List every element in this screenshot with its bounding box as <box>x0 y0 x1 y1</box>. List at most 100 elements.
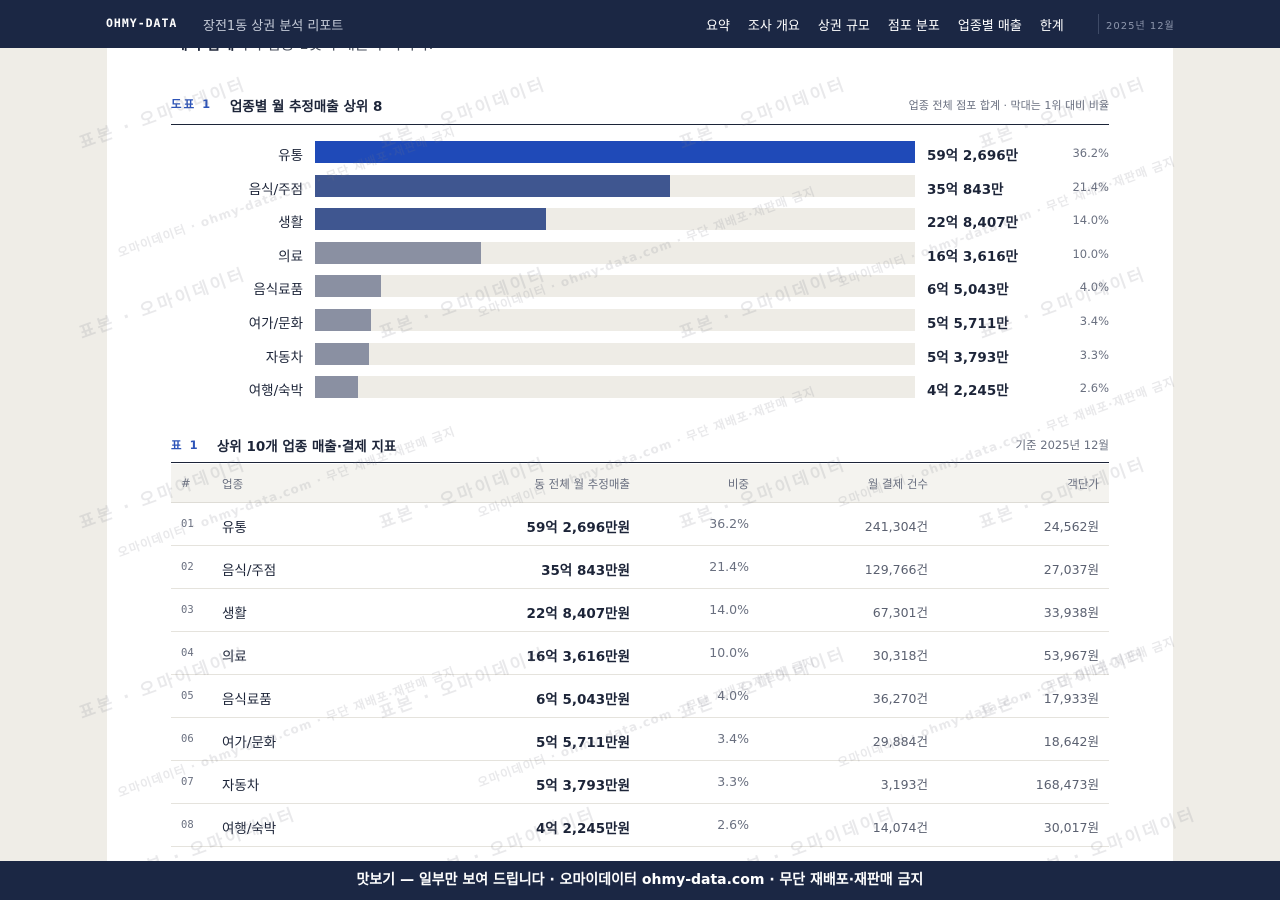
nav-date: 2025년 12월 <box>1106 21 1175 32</box>
bar-category-label: 생활 <box>278 215 303 231</box>
row-industry: 자동차 <box>222 778 260 794</box>
bar-share-label: 2.6% <box>1079 381 1109 395</box>
bar-value-label: 22억 8,407만 <box>927 215 1019 231</box>
figure-note: 업종 전체 점포 합계 · 막대는 1위 대비 비율 <box>908 99 1109 112</box>
row-sales: 5억 5,711만원 <box>535 735 630 751</box>
bar-value-label: 5억 3,793만 <box>927 350 1009 366</box>
row-count: 129,766건 <box>864 562 928 577</box>
bar-category-label: 여행/숙박 <box>248 383 303 399</box>
document-title: 장전1동 상권 분석 리포트 <box>203 19 344 34</box>
bar-value-label: 16억 3,616만 <box>927 249 1019 265</box>
bar-value-label: 59억 2,696만 <box>927 148 1019 164</box>
bar-category-label: 유통 <box>278 148 303 164</box>
table-row: 04 의료 16억 3,616만원 10.0% 30,318건 53,967원 <box>171 632 1109 675</box>
row-sales: 6억 5,043만원 <box>535 692 630 708</box>
bar-category-label: 의료 <box>278 249 303 265</box>
table-row: 07 자동차 5억 3,793만원 3.3% 3,193건 168,473원 <box>171 761 1109 804</box>
brand-logo[interactable]: OHMY-DATA <box>106 16 178 30</box>
row-price: 168,473원 <box>1035 777 1099 792</box>
nav-link-industry-sales[interactable]: 업종별 매출 <box>957 19 1022 34</box>
bar <box>315 175 670 197</box>
bar-track <box>315 275 915 297</box>
table-note: 기준 2025년 12월 <box>1015 438 1109 452</box>
col-header-count: 월 결제 건수 <box>867 477 928 491</box>
row-price: 30,017원 <box>1043 820 1099 835</box>
bar-share-label: 3.3% <box>1079 348 1109 362</box>
table-title: 상위 10개 업종 매출·결제 지표 <box>217 439 397 455</box>
nav-link-limitations[interactable]: 한계 <box>1039 19 1064 34</box>
bar-share-label: 21.4% <box>1072 180 1109 194</box>
bar-value-label: 6억 5,043만 <box>927 282 1009 298</box>
table-row: 01 유통 59억 2,696만원 36.2% 241,304건 24,562원 <box>171 503 1109 546</box>
row-price: 53,967원 <box>1043 648 1099 663</box>
bar-category-label: 자동차 <box>265 350 303 366</box>
table-row: 02 음식/주점 35억 843만원 21.4% 129,766건 27,037원 <box>171 546 1109 589</box>
nav-links: 요약 조사 개요 상권 규모 점포 분포 업종별 매출 한계 <box>706 15 1064 34</box>
row-share: 10.0% <box>709 645 749 660</box>
bar-category-label: 음식/주점 <box>248 182 303 198</box>
row-count: 241,304건 <box>864 519 928 534</box>
row-industry: 유통 <box>222 520 247 536</box>
nav-link-store-distribution[interactable]: 점포 분포 <box>887 19 940 34</box>
nav-link-summary[interactable]: 요약 <box>706 19 730 34</box>
bar <box>315 275 381 297</box>
row-share: 36.2% <box>709 516 749 531</box>
table-row: 08 여행/숙박 4억 2,245만원 2.6% 14,074건 30,017원 <box>171 804 1109 847</box>
bar-share-label: 4.0% <box>1079 280 1109 294</box>
bar-track <box>315 309 915 331</box>
bar-row: 생활 22억 8,407만 14.0% <box>171 208 1109 231</box>
bar-share-label: 14.0% <box>1072 213 1109 227</box>
figure-tag: 도표 1 <box>171 97 213 111</box>
bar-track <box>315 141 915 163</box>
row-rank: 02 <box>181 561 194 573</box>
row-count: 67,301건 <box>872 605 928 620</box>
col-header-share: 비중 <box>727 477 749 491</box>
row-share: 2.6% <box>717 817 749 832</box>
nav-link-overview[interactable]: 조사 개요 <box>747 19 800 34</box>
bar-share-label: 36.2% <box>1072 146 1109 160</box>
row-rank: 06 <box>181 733 194 745</box>
table-tag: 표 1 <box>171 438 200 452</box>
row-count: 14,074건 <box>872 820 928 835</box>
bar-track <box>315 175 915 197</box>
row-sales: 4억 2,245만원 <box>535 821 630 837</box>
bar-row: 자동차 5억 3,793만 3.3% <box>171 343 1109 366</box>
bar <box>315 343 369 365</box>
row-share: 3.3% <box>717 774 749 789</box>
bar <box>315 309 371 331</box>
row-rank: 03 <box>181 604 194 616</box>
bar-share-label: 3.4% <box>1079 314 1109 328</box>
row-rank: 08 <box>181 819 194 831</box>
row-share: 4.0% <box>717 688 749 703</box>
row-share: 14.0% <box>709 602 749 617</box>
col-header-rank: # <box>181 476 191 490</box>
nav-link-market-size[interactable]: 상권 규모 <box>817 19 870 34</box>
figure-header: 도표 1 업종별 월 추정매출 상위 8 업종 전체 점포 합계 · 막대는 1… <box>171 95 1109 125</box>
bar-share-label: 10.0% <box>1072 247 1109 261</box>
row-price: 24,562원 <box>1043 519 1099 534</box>
bar-row: 음식/주점 35억 843만 21.4% <box>171 175 1109 198</box>
row-industry: 여행/숙박 <box>222 821 277 837</box>
row-sales: 35억 843만원 <box>541 563 630 579</box>
top-navigation: OHMY-DATA 장전1동 상권 분석 리포트 요약 조사 개요 상권 규모 … <box>0 0 1280 48</box>
figure-title: 업종별 월 추정매출 상위 8 <box>230 99 383 115</box>
bar-category-label: 음식료품 <box>253 282 303 298</box>
row-industry: 여가/문화 <box>222 735 277 751</box>
col-header-sales: 동 전체 월 추정매출 <box>534 477 630 491</box>
bar-row: 여행/숙박 4억 2,245만 2.6% <box>171 376 1109 399</box>
preview-banner: 맛보기 — 일부만 보여 드립니다 · 오마이데이터 ohmy-data.com… <box>0 861 1280 900</box>
row-industry: 의료 <box>222 649 247 665</box>
row-industry: 생활 <box>222 606 247 622</box>
bar-value-label: 5억 5,711만 <box>927 316 1009 332</box>
row-sales: 22억 8,407만원 <box>526 606 630 622</box>
table-row: 05 음식료품 6억 5,043만원 4.0% 36,270건 17,933원 <box>171 675 1109 718</box>
row-industry: 음식료품 <box>222 692 272 708</box>
bar-row: 음식료품 6억 5,043만 4.0% <box>171 275 1109 298</box>
bar <box>315 376 358 398</box>
industry-table: # 업종 동 전체 월 추정매출 비중 월 결제 건수 객단가 01 유통 59억 … <box>171 464 1109 847</box>
row-rank: 05 <box>181 690 194 702</box>
col-header-price: 객단가 <box>1067 477 1099 491</box>
row-sales: 59억 2,696만원 <box>526 520 630 536</box>
bar-track <box>315 208 915 230</box>
bar-row: 여가/문화 5억 5,711만 3.4% <box>171 309 1109 332</box>
